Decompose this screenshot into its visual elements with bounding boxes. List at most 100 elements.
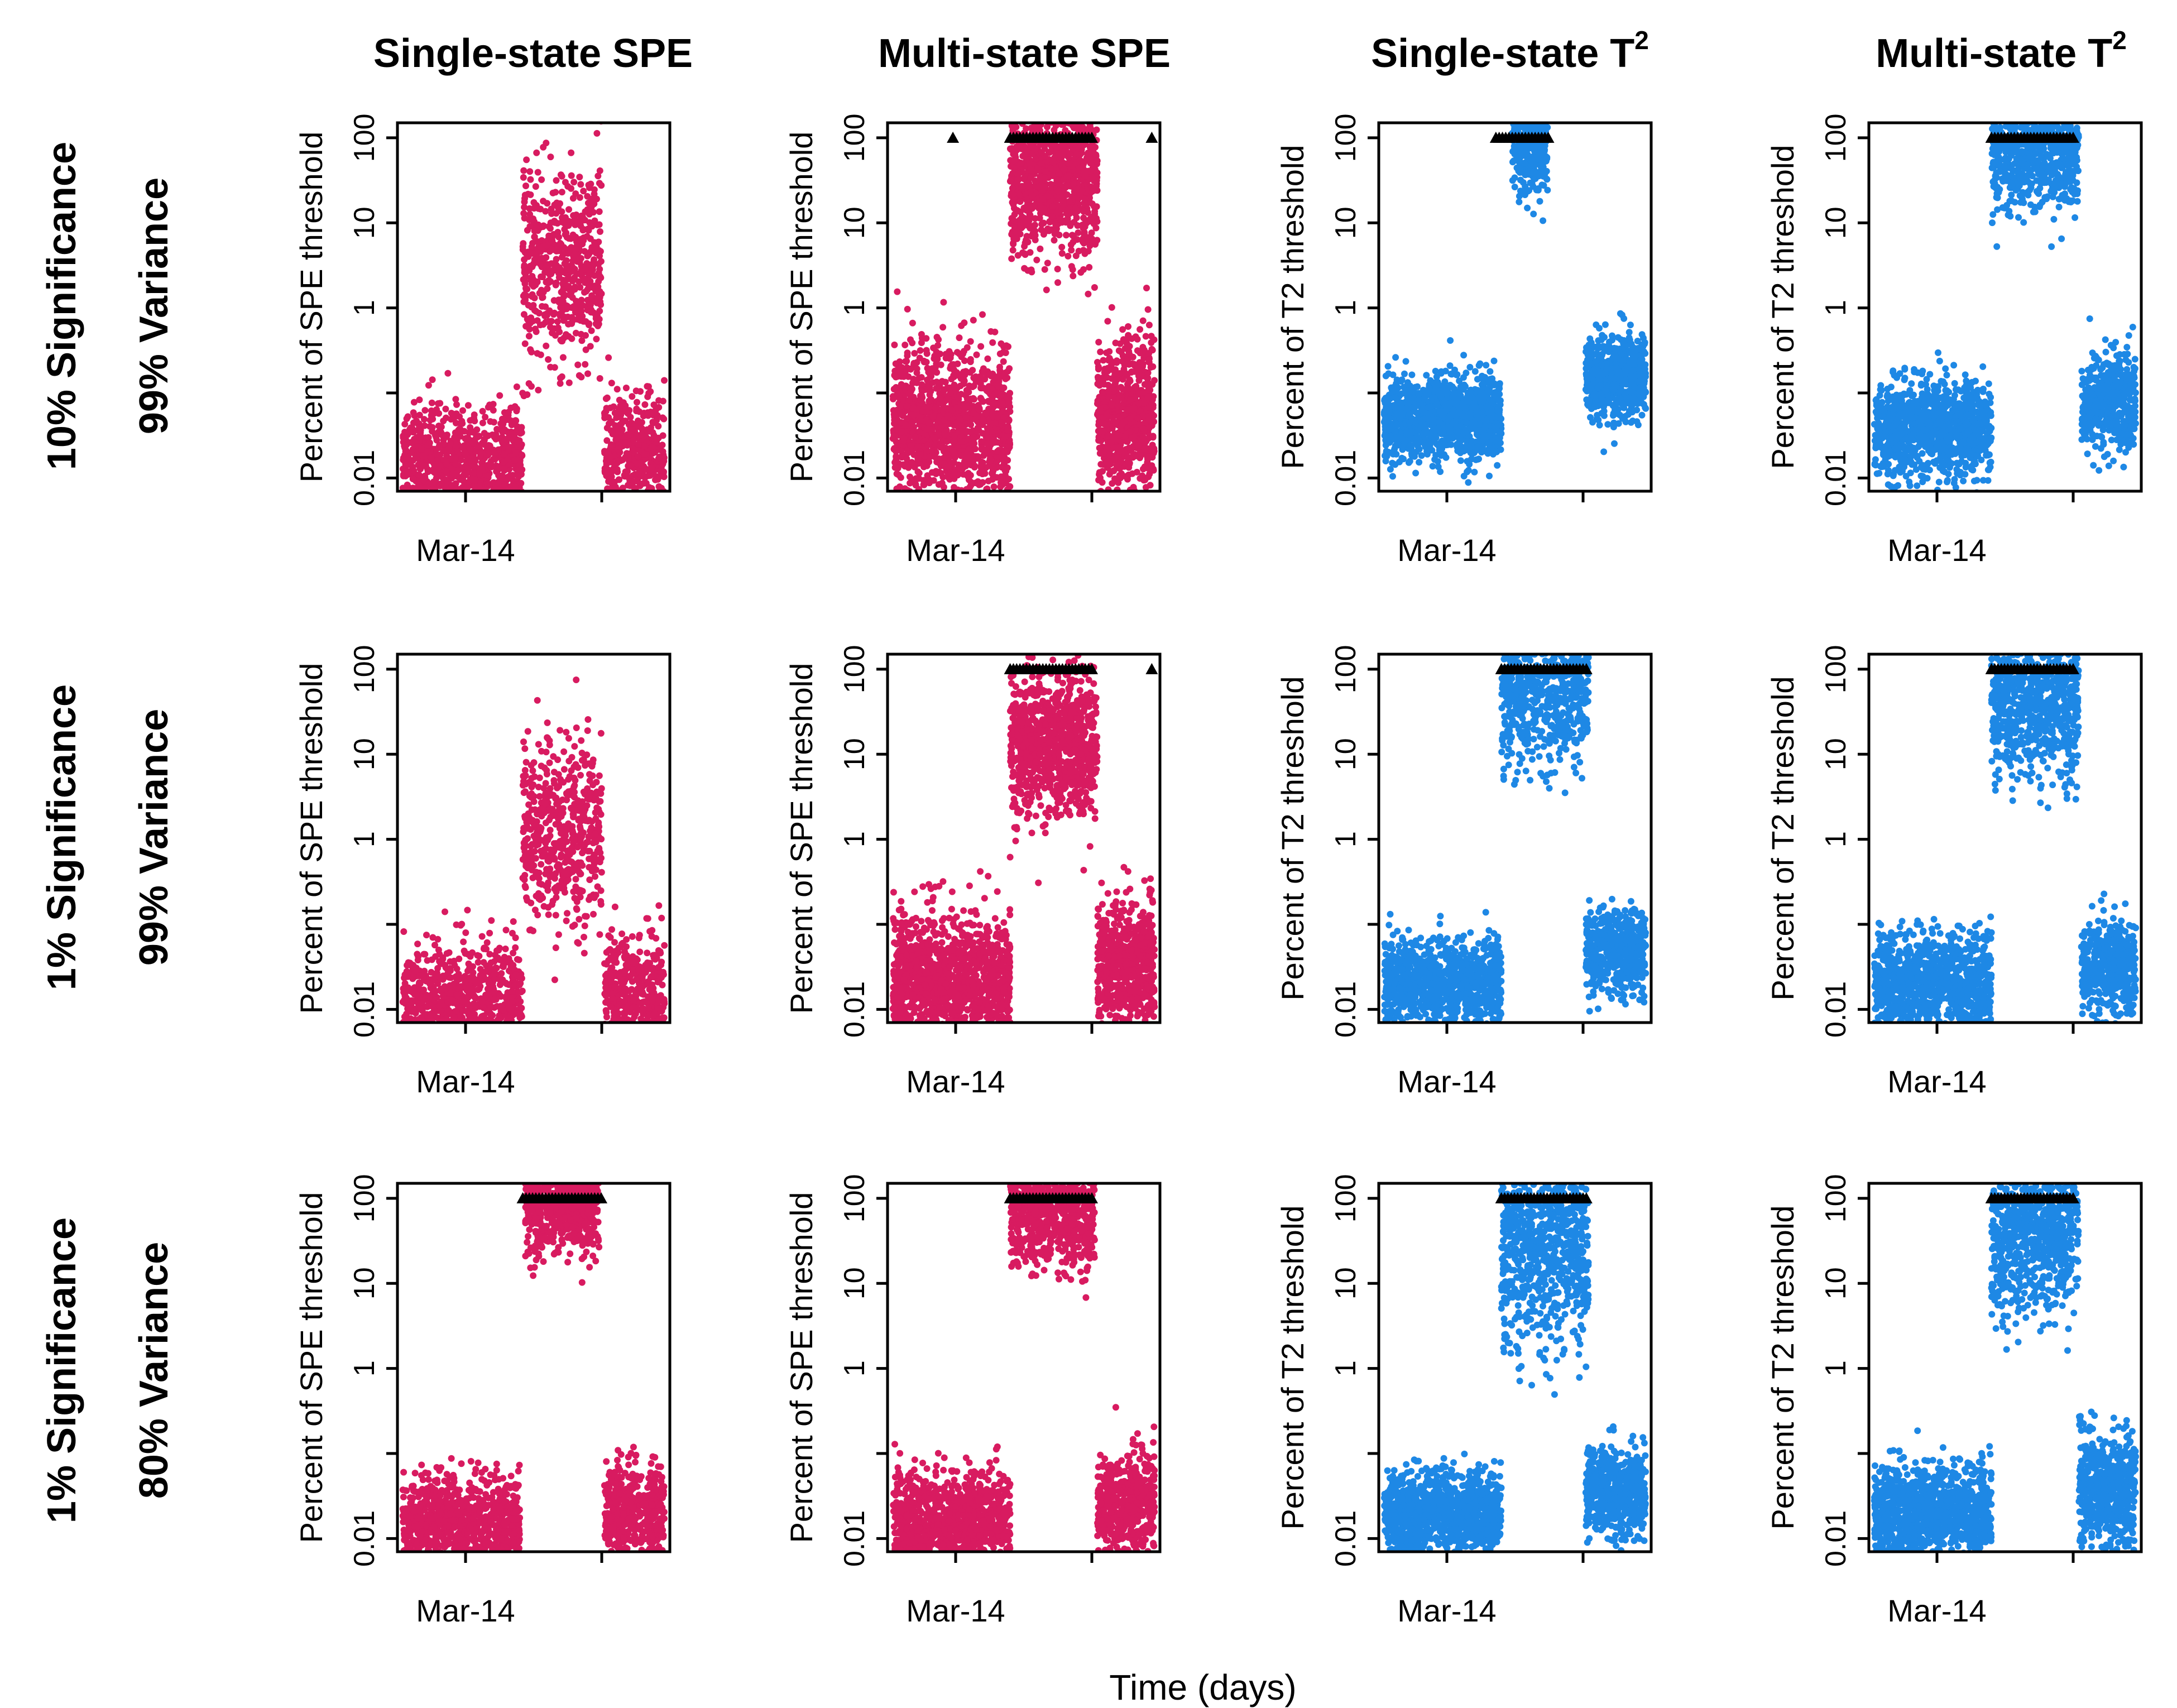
- data-point: [908, 459, 915, 466]
- data-point: [485, 404, 492, 411]
- data-point: [967, 369, 974, 376]
- data-point: [1091, 284, 1098, 291]
- data-point: [1014, 207, 1021, 214]
- data-point: [1104, 318, 1111, 325]
- data-point: [637, 388, 644, 395]
- data-point: [1032, 222, 1038, 229]
- data-point: [453, 401, 460, 408]
- data-point: [521, 214, 528, 222]
- data-point: [521, 269, 528, 276]
- data-point: [905, 396, 913, 404]
- data-point: [579, 302, 586, 309]
- data-point: [417, 426, 424, 434]
- data-point: [904, 352, 911, 359]
- data-point: [1114, 444, 1121, 452]
- data-point: [581, 226, 588, 233]
- data-point: [1082, 172, 1089, 180]
- data-point: [558, 214, 565, 221]
- data-point: [961, 357, 968, 364]
- data-point: [984, 440, 991, 447]
- data-point: [935, 459, 942, 467]
- data-point: [438, 423, 445, 430]
- data-point: [495, 480, 502, 487]
- data-point: [531, 294, 538, 301]
- data-point: [641, 443, 649, 450]
- data-point: [429, 376, 436, 383]
- data-point: [1046, 227, 1053, 234]
- data-point: [653, 439, 660, 446]
- data-point: [1008, 255, 1015, 262]
- data-point: [558, 189, 565, 196]
- data-point: [917, 451, 924, 458]
- data-point: [929, 365, 936, 372]
- data-point: [977, 463, 985, 470]
- data-point: [1027, 166, 1034, 174]
- data-point: [986, 371, 992, 378]
- data-point: [1085, 290, 1092, 298]
- data-point: [586, 272, 593, 279]
- data-point: [1145, 416, 1152, 423]
- data-point: [534, 169, 541, 176]
- data-point: [402, 448, 409, 455]
- data-point: [520, 392, 528, 400]
- data-point: [565, 379, 573, 386]
- data-point: [578, 373, 585, 381]
- data-point: [436, 442, 443, 449]
- data-point: [1148, 444, 1155, 452]
- data-point: [964, 396, 971, 403]
- data-point: [991, 439, 998, 446]
- data-point: [495, 464, 502, 471]
- data-point: [950, 459, 957, 466]
- data-point: [401, 420, 409, 428]
- data-point: [591, 256, 597, 263]
- data-point: [603, 405, 610, 412]
- data-point: [588, 292, 596, 299]
- data-point: [433, 434, 440, 440]
- data-point: [1127, 396, 1134, 404]
- data-point: [1119, 326, 1126, 333]
- data-point: [605, 478, 612, 485]
- data-point: [1150, 336, 1158, 343]
- data-point: [963, 428, 970, 435]
- y-tick-label: 1: [348, 300, 381, 316]
- data-point: [616, 476, 623, 483]
- data-point: [544, 242, 551, 249]
- data-point: [580, 188, 587, 195]
- data-point: [526, 210, 534, 218]
- data-point: [984, 449, 991, 455]
- data-point: [894, 288, 901, 295]
- data-point: [587, 180, 594, 188]
- data-point: [1135, 377, 1143, 384]
- data-point: [594, 299, 602, 306]
- data-point: [464, 402, 472, 409]
- data-point: [1028, 193, 1035, 200]
- data-point: [428, 399, 435, 406]
- data-point: [1104, 374, 1111, 381]
- data-point: [513, 405, 520, 412]
- data-point: [962, 405, 970, 412]
- data-point: [939, 406, 946, 413]
- data-point: [960, 471, 967, 478]
- data-point: [515, 473, 522, 480]
- data-point: [594, 172, 602, 180]
- data-point: [1003, 394, 1010, 400]
- data-point: [911, 463, 918, 471]
- data-point: [437, 482, 444, 490]
- data-point: [941, 416, 948, 424]
- data-point: [1144, 455, 1152, 462]
- data-point: [470, 439, 477, 447]
- data-point: [655, 423, 662, 430]
- data-point: [634, 453, 641, 460]
- data-point: [629, 393, 636, 400]
- data-point: [491, 450, 498, 457]
- data-point: [1044, 260, 1051, 267]
- data-point: [593, 335, 600, 343]
- data-point: [1025, 183, 1032, 190]
- data-point: [1076, 124, 1082, 132]
- data-point: [403, 415, 410, 423]
- data-point: [937, 443, 944, 450]
- data-point: [963, 414, 970, 421]
- data-point: [421, 407, 429, 414]
- data-point: [425, 382, 432, 389]
- data-point: [1058, 243, 1066, 251]
